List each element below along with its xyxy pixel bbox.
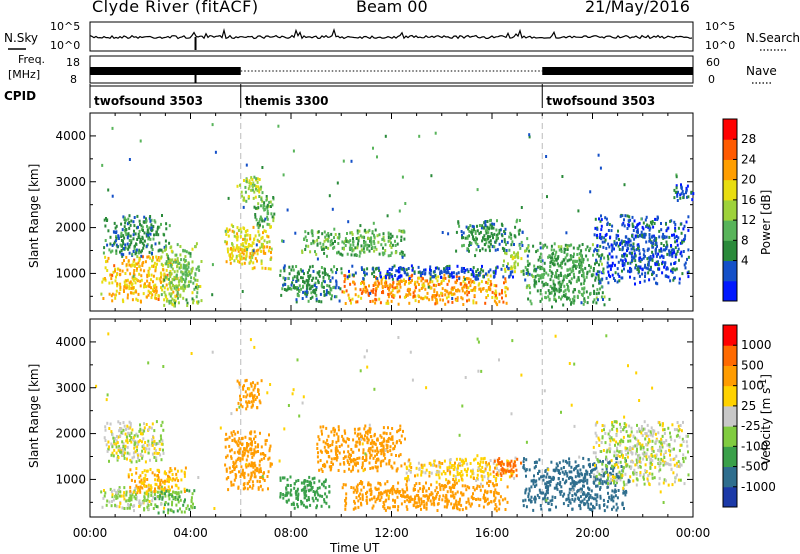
echo-region bbox=[404, 456, 517, 483]
cpid-entry: themis 3300 bbox=[245, 94, 329, 108]
echo-region bbox=[152, 488, 196, 515]
colorbar-tick-label: 8 bbox=[741, 233, 749, 247]
freq-tick-top: 18 bbox=[66, 56, 80, 69]
cpid-bar: twofsound 3503 themis 3300 twofsound 3503 bbox=[89, 84, 693, 108]
power-y-axis-label: Slant Range [km] bbox=[27, 164, 41, 268]
nave-tick-top: 60 bbox=[706, 56, 720, 69]
colorbar: 28 24 20 16 12 8 4 bbox=[722, 118, 756, 302]
panel-frame bbox=[89, 318, 694, 518]
colorbar-tick-label: 25 bbox=[741, 399, 756, 413]
echo-region bbox=[346, 264, 514, 281]
velocity-y-axis-label: Slant Range [km] bbox=[27, 364, 41, 468]
nsky-label: N.Sky bbox=[4, 31, 38, 45]
colorbar-tick-label: -500 bbox=[741, 460, 768, 474]
echo-region bbox=[235, 378, 263, 412]
echo-region bbox=[253, 191, 276, 230]
scattered-echoes bbox=[95, 332, 665, 510]
colorbar-tick-label: 28 bbox=[741, 132, 756, 146]
freq-unit-label: [MHz] bbox=[8, 68, 40, 81]
power-panel: 1000 2000 3000 4000 28 24 20 16 12 8 4 bbox=[55, 112, 756, 312]
y-tick-label: 4000 bbox=[55, 335, 86, 349]
echo-region bbox=[102, 214, 168, 258]
x-tick-label: 00:00 bbox=[676, 526, 711, 540]
colorbar-tick-label: 24 bbox=[741, 152, 756, 166]
y-tick-label: 3000 bbox=[55, 381, 86, 395]
noise-tick-left-bottom: 10^0 bbox=[50, 39, 80, 52]
scattered-echoes bbox=[101, 123, 678, 303]
echo-region bbox=[592, 420, 690, 487]
echo-region bbox=[103, 420, 165, 464]
echo-region bbox=[160, 241, 203, 308]
y-tick-label: 1000 bbox=[55, 266, 86, 280]
x-tick-label: 00:00 bbox=[73, 526, 108, 540]
echo-region bbox=[100, 255, 180, 304]
echo-region bbox=[127, 466, 187, 496]
cpid-entry: twofsound 3503 bbox=[546, 94, 655, 108]
echo-region bbox=[279, 475, 331, 510]
nave-label: Nave bbox=[746, 64, 777, 78]
status-traces bbox=[89, 28, 693, 83]
echo-region bbox=[522, 241, 606, 309]
x-axis-label: Time UT bbox=[329, 541, 380, 554]
x-tick-label: 04:00 bbox=[173, 526, 208, 540]
x-tick-label: 16:00 bbox=[475, 526, 510, 540]
x-tick-label: 12:00 bbox=[374, 526, 409, 540]
power-colorbar-label: Power [dB] bbox=[759, 190, 773, 255]
y-tick-label: 1000 bbox=[55, 472, 86, 486]
colorbar-tick-label: 4 bbox=[741, 254, 749, 268]
x-tick-label: 20:00 bbox=[575, 526, 610, 540]
colorbar-tick-label: -100 bbox=[741, 439, 768, 453]
cpid-label: CPID bbox=[4, 89, 36, 103]
nave-tick-bottom: 0 bbox=[708, 73, 715, 86]
colorbar-tick-label: -1000 bbox=[741, 480, 776, 494]
colorbar-tick-label: 500 bbox=[741, 358, 764, 372]
noise-tick-right-bottom: 10^0 bbox=[705, 39, 735, 52]
y-tick-label: 3000 bbox=[55, 175, 86, 189]
echo-region bbox=[455, 218, 524, 253]
echo-region bbox=[492, 457, 522, 478]
colorbar-tick-label: 100 bbox=[741, 379, 764, 393]
colorbar-tick-label: 1000 bbox=[741, 338, 772, 352]
colorbar: 1000 500 100 25 -25 -100 -500 -1000 bbox=[722, 324, 776, 508]
station-title: Clyde River (fitACF) bbox=[92, 0, 259, 16]
colorbar-tick-label: -25 bbox=[741, 419, 761, 433]
echo-region bbox=[593, 213, 690, 286]
cpid-entry: twofsound 3503 bbox=[94, 94, 203, 108]
nsky-trace bbox=[89, 28, 693, 40]
echo-region bbox=[316, 424, 406, 473]
noise-tick-left-top: 10^5 bbox=[50, 20, 80, 33]
y-tick-label: 4000 bbox=[55, 129, 86, 143]
echo-region bbox=[301, 227, 406, 258]
velocity-colorbar-label: Velocity [m s-1] bbox=[759, 374, 773, 465]
freq-trace bbox=[90, 67, 693, 83]
echo-region bbox=[236, 175, 263, 203]
date-title: 21/May/2016 bbox=[585, 0, 690, 16]
beam-title: Beam 00 bbox=[356, 0, 428, 16]
echo-region bbox=[341, 479, 509, 513]
colorbar-tick-label: 16 bbox=[741, 193, 756, 207]
colorbar-tick-label: 20 bbox=[741, 173, 756, 187]
echo-region bbox=[502, 251, 523, 274]
y-tick-label: 2000 bbox=[55, 427, 86, 441]
freq-tick-bottom: 8 bbox=[70, 73, 77, 86]
velocity-panel: 1000 2000 3000 4000 1000 500 100 25 -25 -100 -500 -… bbox=[55, 318, 776, 540]
echo-region bbox=[341, 273, 509, 307]
x-tick-label: 08:00 bbox=[274, 526, 309, 540]
noise-panel-frame bbox=[89, 21, 694, 52]
echo-region bbox=[224, 430, 273, 492]
freq-label: Freq. bbox=[18, 53, 45, 66]
echo-region bbox=[673, 183, 695, 202]
nsearch-label: N.Search bbox=[746, 31, 800, 45]
colorbar-tick-label: 12 bbox=[741, 213, 756, 227]
noise-tick-right-top: 10^5 bbox=[705, 20, 735, 33]
echo-region bbox=[522, 456, 631, 513]
y-tick-label: 2000 bbox=[55, 221, 86, 235]
